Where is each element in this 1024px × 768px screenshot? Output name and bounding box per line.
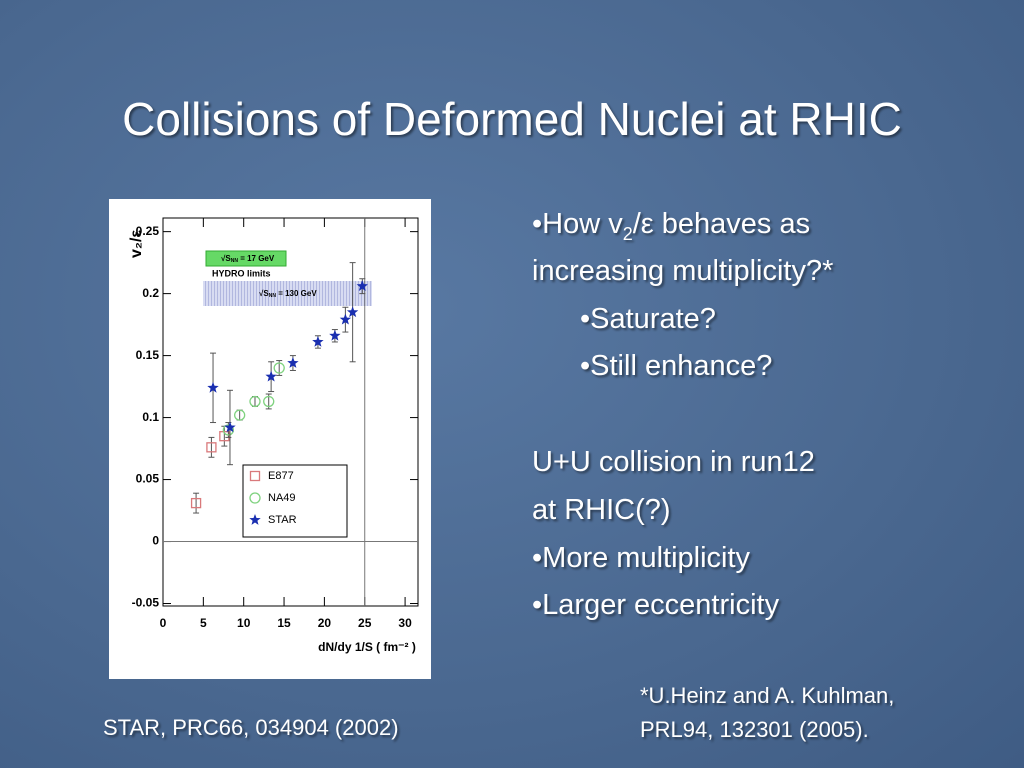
text-line: U+U collision in run12	[532, 446, 815, 478]
legend-label: NA49	[268, 492, 296, 504]
x-tick-label: 20	[318, 616, 332, 630]
point	[207, 381, 219, 393]
bullet: •	[532, 208, 543, 240]
bullet-line: •Saturate?	[580, 303, 716, 336]
text: Still enhance?	[590, 350, 773, 382]
text: How v	[542, 208, 623, 240]
bullet-line: •More multiplicity	[532, 542, 750, 575]
point	[249, 395, 261, 408]
legend-marker	[249, 470, 261, 482]
text: = 130 GeV	[276, 289, 317, 298]
source: STAR, PRC66, 034904 (2002)	[103, 715, 399, 740]
legend-marker	[249, 514, 261, 525]
text: More multiplicity	[542, 542, 751, 574]
point	[356, 280, 368, 291]
annotation: √SNN = 17 GeV	[221, 254, 275, 264]
hydro-band-sps	[205, 250, 287, 267]
point	[263, 395, 275, 408]
point	[273, 362, 285, 374]
legend-marker	[249, 492, 261, 504]
point	[265, 370, 277, 382]
y-tick-label: 0.05	[136, 472, 160, 486]
x-tick-label: 15	[277, 616, 291, 630]
subscript: NN	[269, 293, 277, 299]
footnote: *U.Heinz and A. Kuhlman,	[640, 683, 895, 708]
point	[190, 497, 202, 509]
text: √S	[221, 254, 231, 263]
plot-frame	[162, 217, 419, 607]
annotation: HYDRO limits	[212, 268, 271, 278]
subscript: 2	[622, 223, 633, 244]
bullet: •	[580, 303, 591, 335]
x-tick-label: 10	[237, 616, 251, 630]
bullet: •	[532, 589, 543, 621]
point	[206, 442, 217, 453]
bullet-line: •Larger eccentricity	[532, 589, 779, 622]
y-tick-label: 0.1	[142, 410, 159, 424]
bullet-line: •How v2/ε behaves as	[532, 208, 810, 245]
subscript: NN	[231, 258, 239, 264]
x-tick-label: 25	[358, 616, 372, 630]
y-tick-label: 0.2	[142, 286, 159, 300]
y-tick-label: -0.05	[132, 596, 160, 610]
text-line: increasing multiplicity?*	[532, 255, 834, 287]
point	[222, 424, 235, 436]
point	[329, 329, 341, 341]
x-axis-label: dN/dy 1/S ( fm⁻² )	[318, 640, 416, 654]
chart: √SNN = 17 GeV HYDRO limits √SNN = 130 Ge…	[109, 199, 431, 679]
slide-title: Collisions of Deformed Nuclei at RHIC	[122, 93, 902, 145]
point	[224, 421, 236, 433]
y-tick-label: 0	[152, 534, 159, 548]
x-tick-label: 5	[200, 616, 207, 630]
text: Saturate?	[590, 303, 716, 335]
text: Larger eccentricity	[542, 589, 780, 621]
y-tick-label: 0.25	[136, 224, 160, 238]
point	[312, 336, 324, 347]
hydro-band-rhic	[203, 281, 372, 306]
legend-label: STAR	[268, 514, 297, 526]
y-axis-label: v₂/ε	[128, 230, 145, 258]
text: /ε behaves as	[632, 208, 811, 240]
point	[346, 306, 359, 318]
bullet-line: •Still enhance?	[580, 350, 772, 383]
text-line: at RHIC(?)	[532, 494, 671, 526]
bullet: •	[532, 542, 543, 574]
point	[339, 313, 352, 325]
legend-label: E877	[268, 470, 294, 482]
text: √S	[259, 289, 269, 298]
text: = 17 GeV	[238, 254, 275, 263]
bullet: •	[580, 350, 591, 382]
point	[287, 357, 299, 368]
x-tick-label: 30	[398, 616, 412, 630]
y-tick-label: 0.15	[136, 348, 160, 362]
legend	[242, 464, 348, 538]
footnote: PRL94, 132301 (2005).	[640, 717, 869, 742]
x-tick-label: 0	[160, 616, 167, 630]
point	[234, 409, 246, 421]
annotation: √SNN = 130 GeV	[259, 289, 317, 299]
